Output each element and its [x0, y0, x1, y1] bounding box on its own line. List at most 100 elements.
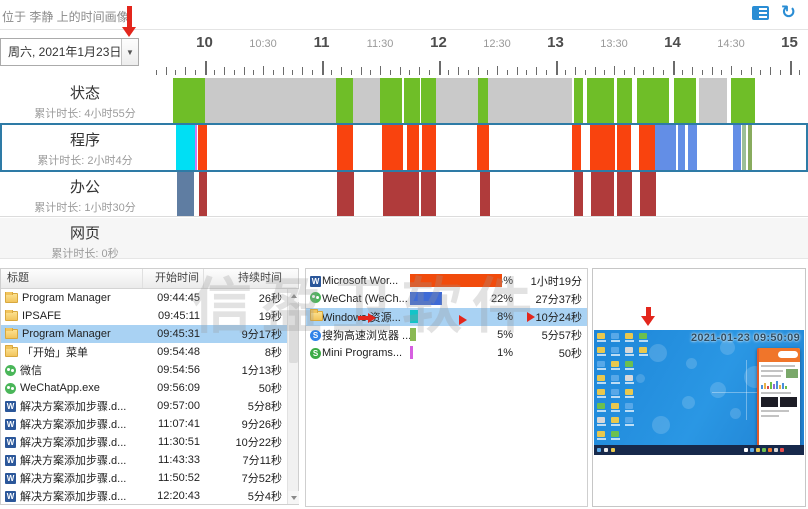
timeline-segment[interactable] [733, 125, 741, 170]
table-row[interactable]: W 解决方案添加步骤.d... 11:07:41 9分26秒 [1, 415, 287, 433]
timeline-segment[interactable] [382, 125, 403, 170]
date-selector[interactable]: 周六, 2021年1月23日 ▼ [0, 38, 139, 66]
timeline-segment[interactable] [337, 125, 353, 170]
timeline-segment[interactable] [572, 125, 581, 170]
table-row[interactable]: IPSAFE 09:45:11 19秒 [1, 307, 287, 325]
taskbar-tray-icon [756, 448, 760, 452]
table-cell-title: W 解决方案添加步骤.d... [1, 470, 143, 486]
panel-toggle-icon[interactable] [751, 6, 769, 20]
timeline-segment[interactable] [337, 172, 354, 216]
table-row[interactable]: W 解决方案添加步骤.d... 11:50:52 7分52秒 [1, 469, 287, 487]
timeline-segment[interactable] [488, 78, 572, 123]
timeline-segment[interactable] [587, 78, 614, 123]
table-row[interactable]: WeChatApp.exe 09:56:09 50秒 [1, 379, 287, 397]
timeline-segment[interactable] [436, 78, 478, 123]
app-usage-row[interactable]: S Mini Programs... 1% 50秒 [306, 344, 587, 362]
timeline-segment[interactable] [422, 125, 436, 170]
column-header-start[interactable]: 开始时间 [143, 269, 204, 288]
activity-title: Program Manager [22, 292, 111, 304]
timeline-segment[interactable] [655, 125, 676, 170]
timeline-segment[interactable] [617, 125, 631, 170]
timeline-segment[interactable] [198, 125, 207, 170]
ruler-tick [165, 67, 167, 75]
table-row[interactable]: 「开始」菜单 09:54:48 8秒 [1, 343, 287, 361]
wechat-icon [5, 382, 16, 394]
ruler-tick [292, 70, 294, 75]
timeline-segment[interactable] [177, 172, 194, 216]
timeline-segment[interactable] [742, 125, 746, 170]
date-dropdown-button[interactable]: ▼ [121, 39, 138, 65]
timeline-segment[interactable] [574, 172, 583, 216]
table-row[interactable]: W 解决方案添加步骤.d... 09:57:00 5分8秒 [1, 397, 287, 415]
taskbar [594, 445, 804, 455]
desktop-icon [597, 431, 606, 440]
timeline-segment[interactable] [353, 78, 380, 123]
scroll-down-button[interactable] [288, 491, 299, 504]
timeline-segment[interactable] [404, 78, 420, 123]
timeline-segment[interactable] [176, 125, 195, 170]
ruler-hour-label: 13 [547, 34, 564, 51]
word-icon: W [5, 472, 16, 484]
timeline-segment[interactable] [336, 78, 353, 123]
timeline-segment[interactable] [748, 125, 752, 170]
timeline-segment[interactable] [407, 125, 419, 170]
table-scrollbar[interactable] [287, 289, 299, 504]
app-usage-bar-track [410, 326, 471, 344]
ruler-tick [506, 70, 508, 75]
timeline-segment[interactable] [421, 78, 436, 123]
timeline-segment[interactable] [199, 172, 207, 216]
timeline-segment[interactable] [637, 78, 669, 123]
table-row[interactable]: Program Manager 09:44:45 26秒 [1, 289, 287, 307]
timeline-segment[interactable] [478, 78, 488, 123]
table-row[interactable]: W 解决方案添加步骤.d... 11:30:51 10分22秒 [1, 433, 287, 451]
timeline-segment[interactable] [173, 78, 205, 123]
table-cell-duration: 8秒 [264, 347, 282, 359]
timeline-row-status[interactable]: 状态 累计时长: 4小时55分 [0, 78, 808, 123]
timeline-segment[interactable] [380, 78, 402, 123]
folder-icon [5, 328, 18, 339]
timeline-segment[interactable] [639, 125, 655, 170]
timeline-segment[interactable] [480, 172, 490, 216]
timeline-segment[interactable] [617, 172, 632, 216]
activity-table: 标题 开始时间 持续时间 Program Manager 09:44:45 26秒 I… [0, 268, 299, 505]
timeline-segment[interactable] [591, 172, 614, 216]
timeline-segment[interactable] [195, 125, 197, 170]
timeline-row-programs[interactable]: 程序 累计时长: 2小时4分 [0, 125, 808, 170]
app-usage-row[interactable]: S 搜狗高速浏览器 ... 5% 5分57秒 [306, 326, 587, 344]
timeline-segment[interactable] [688, 125, 697, 170]
timeline-segment[interactable] [678, 125, 685, 170]
desktop-icon [611, 347, 620, 356]
timeline-segment[interactable] [574, 78, 583, 123]
timeline-segment[interactable] [731, 78, 755, 123]
table-row[interactable]: W 解决方案添加步骤.d... 11:43:33 7分11秒 [1, 451, 287, 469]
scroll-up-button[interactable] [288, 289, 299, 302]
timeline-segment[interactable] [421, 172, 436, 216]
timeline-row-web[interactable]: 网页 累计时长: 0秒 [0, 218, 808, 260]
desktop-icon [611, 431, 620, 440]
timeline-segment[interactable] [674, 78, 696, 123]
column-header-title[interactable]: 标题 [1, 269, 143, 288]
table-row[interactable]: 微信 09:54:56 1分13秒 [1, 361, 287, 379]
timeline-segment[interactable] [640, 172, 656, 216]
wechat-icon [310, 292, 321, 303]
timeline-row-office[interactable]: 办公 累计时长: 1小时30分 [0, 172, 808, 217]
timeline-segment[interactable] [383, 172, 419, 216]
timeline-segment[interactable] [590, 125, 615, 170]
timeline-segment[interactable] [477, 125, 489, 170]
ruler-tick [770, 67, 771, 75]
scrollbar-thumb[interactable] [289, 303, 298, 363]
ruler-tick [633, 67, 635, 75]
app-usage-row[interactable]: Windows 资源... 8% 10分24秒 [306, 308, 587, 326]
app-usage-row[interactable]: WeChat (WeCh... 22% 27分37秒 [306, 290, 587, 308]
desktop-screenshot-thumbnail[interactable]: 2021-01-23 09:50:09 [594, 330, 804, 455]
table-row[interactable]: W 解决方案添加步骤.d... 12:20:43 5分4秒 [1, 487, 287, 504]
timeline-segment[interactable] [617, 78, 632, 123]
table-row[interactable]: Program Manager 09:45:31 9分17秒 [1, 325, 287, 343]
timeline-segment[interactable] [205, 78, 336, 123]
refresh-icon[interactable]: ↻ [780, 2, 796, 23]
folder-icon [310, 308, 323, 321]
timeline-segment[interactable] [699, 78, 727, 123]
column-header-duration[interactable]: 持续时间 [238, 272, 282, 284]
ruler-tick [350, 70, 352, 75]
